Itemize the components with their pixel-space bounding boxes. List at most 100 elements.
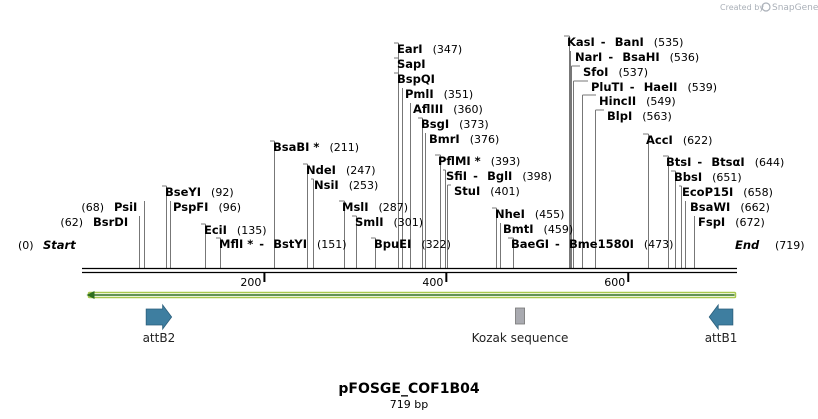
ruler-tick-label: 400 xyxy=(422,276,443,289)
enzyme-name: BspQI xyxy=(397,72,435,86)
enzyme-pflmi[interactable]: PflMI * (393) xyxy=(438,154,520,168)
enzyme-bsabi[interactable]: BsaBI * (211) xyxy=(273,140,359,154)
enzyme-position: (68) xyxy=(81,201,104,214)
enzyme-fspi[interactable]: FspI (672) xyxy=(698,215,765,229)
enzyme-position: (62) xyxy=(60,216,83,229)
enzyme-name: BpuEI xyxy=(374,237,411,251)
enzyme-position: (287) xyxy=(379,201,409,214)
enzyme-bpuei[interactable]: BpuEI (322) xyxy=(374,237,451,251)
enzyme-separator: - xyxy=(601,35,606,49)
enzyme-name: PmlI xyxy=(405,87,434,101)
enzyme-stui[interactable]: StuI (401) xyxy=(454,184,520,198)
enzyme-name: NsiI xyxy=(314,178,339,192)
feature-attb2[interactable]: attB2 xyxy=(143,303,176,345)
enzyme-name: NarI xyxy=(575,50,602,64)
enzyme-name: AflIII xyxy=(413,102,443,116)
start-position: (0) xyxy=(18,239,34,252)
enzyme-position: (351) xyxy=(444,88,474,101)
enzyme-name: BlpI xyxy=(607,109,632,123)
enzyme-bsrdi[interactable]: BsrDI (62) xyxy=(60,215,128,229)
enzyme-bmti[interactable]: BmtI (459) xyxy=(503,222,573,236)
sequence-length: 719 bp xyxy=(390,398,428,411)
enzyme-separator: - xyxy=(697,155,702,169)
enzyme-position: (549) xyxy=(646,95,676,108)
enzyme-ecop15i[interactable]: EcoP15I (658) xyxy=(682,185,773,199)
orf-arrow[interactable] xyxy=(86,291,737,299)
enzyme-acci[interactable]: AccI (622) xyxy=(646,133,712,147)
enzyme-position: (622) xyxy=(683,134,713,147)
enzyme-position: (347) xyxy=(433,43,463,56)
feature-kozak[interactable]: Kozak sequence xyxy=(472,307,569,345)
enzyme-nsii[interactable]: NsiI (253) xyxy=(314,178,378,192)
enzyme-nhei[interactable]: NheI (455) xyxy=(495,207,564,221)
enzyme-pspfi[interactable]: PspFI (96) xyxy=(173,200,241,214)
enzyme-ecii[interactable]: EciI (135) xyxy=(204,223,267,237)
enzyme-btsi[interactable]: BtsI - BtsαI (644) xyxy=(666,155,784,169)
dna-backbone xyxy=(82,267,737,274)
enzyme-pmli[interactable]: PmlI (351) xyxy=(405,87,473,101)
credit-prefix: Created by xyxy=(720,3,764,12)
enzyme-name: BsaBI * xyxy=(273,140,319,154)
enzyme-smli[interactable]: SmlI (301) xyxy=(355,215,423,229)
enzyme-name: BsaHI xyxy=(622,50,659,64)
enzyme-hincii[interactable]: HincII (549) xyxy=(599,94,676,108)
enzyme-name: AccI xyxy=(646,133,673,147)
enzyme-name: FspI xyxy=(698,215,725,229)
enzyme-name: BsaWI xyxy=(690,200,730,214)
enzyme-name: BtsI xyxy=(666,155,691,169)
enzyme-bspqi[interactable]: BspQI xyxy=(397,72,435,86)
enzyme-separator: - xyxy=(473,169,478,183)
enzyme-sfoi[interactable]: SfoI (537) xyxy=(583,65,648,79)
enzyme-name: EcoP15I xyxy=(682,185,733,199)
enzyme-sapi[interactable]: SapI xyxy=(397,57,426,71)
ruler-tick-label: 600 xyxy=(604,276,625,289)
enzyme-bsawi[interactable]: BsaWI (662) xyxy=(690,200,770,214)
enzyme-position: (373) xyxy=(459,118,489,131)
feature-arrow-right-icon xyxy=(145,303,173,331)
enzyme-separator: - xyxy=(608,50,613,64)
enzyme-name: PspFI xyxy=(173,200,208,214)
enzyme-position: (539) xyxy=(687,81,717,94)
enzyme-position: (658) xyxy=(743,186,773,199)
enzyme-name: BanI xyxy=(615,35,644,49)
enzyme-blpi[interactable]: BlpI (563) xyxy=(607,109,672,123)
enzyme-bseyi[interactable]: BseYI (92) xyxy=(165,185,234,199)
feature-label: Kozak sequence xyxy=(472,331,569,345)
enzyme-position: (253) xyxy=(349,179,379,192)
enzyme-name: HaeII xyxy=(644,80,678,94)
feature-box xyxy=(515,307,525,325)
enzyme-name: BglI xyxy=(487,169,512,183)
enzyme-position: (563) xyxy=(642,110,672,123)
enzyme-bsgi[interactable]: BsgI (373) xyxy=(421,117,489,131)
start-label: Start xyxy=(43,238,76,252)
enzyme-mfli[interactable]: MflI * - BstYI (151) xyxy=(219,237,347,251)
enzyme-name: BsgI xyxy=(421,117,449,131)
enzyme-nari[interactable]: NarI - BsaHI (536) xyxy=(575,50,699,64)
enzyme-ndei[interactable]: NdeI (247) xyxy=(306,163,376,177)
feature-label: attB2 xyxy=(143,331,176,345)
enzyme-sfii[interactable]: SfiI - BglI (398) xyxy=(446,169,552,183)
enzyme-position: (96) xyxy=(218,201,241,214)
enzyme-name: Bme1580I xyxy=(569,237,634,251)
enzyme-baegi[interactable]: BaeGI - Bme1580I (473) xyxy=(511,237,673,251)
enzyme-name: HincII xyxy=(599,94,636,108)
enzyme-aflIII[interactable]: AflIII (360) xyxy=(413,102,483,116)
enzyme-kasi[interactable]: KasI - BanI (535) xyxy=(567,35,683,49)
enzyme-bmri[interactable]: BmrI (376) xyxy=(429,132,499,146)
enzyme-position: (537) xyxy=(618,66,648,79)
enzyme-name: BaeGI xyxy=(511,237,549,251)
enzyme-msli[interactable]: MslI (287) xyxy=(342,200,408,214)
enzyme-name: BstYI xyxy=(273,237,307,251)
enzyme-name: NdeI xyxy=(306,163,336,177)
enzyme-pluti[interactable]: PluTI - HaeII (539) xyxy=(591,80,717,94)
enzyme-name: SfoI xyxy=(583,65,608,79)
enzyme-bbsi[interactable]: BbsI (651) xyxy=(674,170,742,184)
ruler-ticks: 200 400 600 xyxy=(240,273,630,289)
enzyme-position: (535) xyxy=(654,36,684,49)
enzyme-eari[interactable]: EarI (347) xyxy=(397,42,462,56)
feature-attb1[interactable]: attB1 xyxy=(705,303,738,345)
enzyme-name: BmrI xyxy=(429,132,460,146)
enzyme-name: BmtI xyxy=(503,222,534,236)
enzyme-psii[interactable]: PsiI (68) xyxy=(81,200,137,214)
enzyme-name: NheI xyxy=(495,207,525,221)
